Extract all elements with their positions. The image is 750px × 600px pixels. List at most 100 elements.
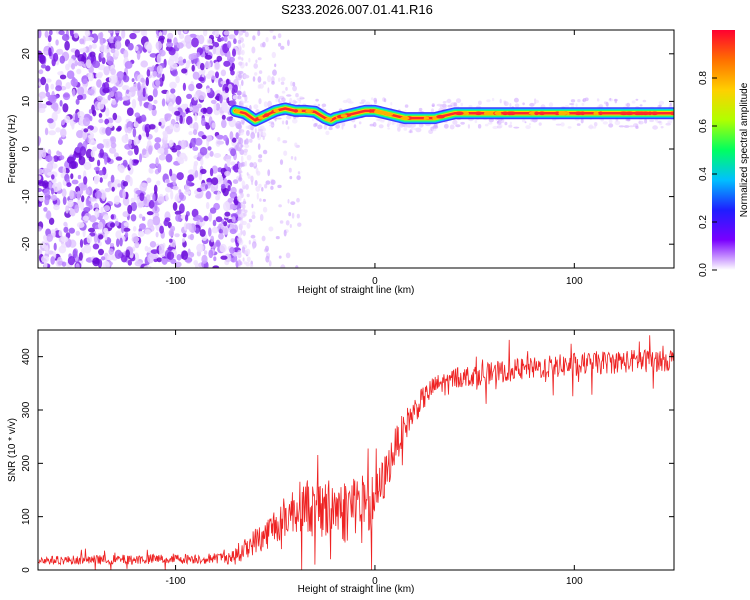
noise-blob bbox=[175, 114, 179, 122]
noise-blob bbox=[169, 81, 177, 89]
colorbar-tick-label: 0.2 bbox=[698, 215, 709, 229]
tone-hotspot bbox=[423, 116, 430, 120]
noise-blob bbox=[204, 46, 210, 51]
noise-blob bbox=[144, 41, 152, 50]
noise-blob bbox=[133, 192, 138, 201]
noise-blob bbox=[167, 32, 174, 40]
halo-blob bbox=[498, 123, 503, 129]
colorbar-tick-label: 0.0 bbox=[698, 263, 709, 277]
noise-blob bbox=[209, 150, 214, 157]
noise-blob bbox=[230, 213, 238, 219]
noise-blob bbox=[206, 88, 211, 94]
noise-blob bbox=[138, 134, 142, 141]
tone-hotspot bbox=[598, 111, 603, 116]
noise-blob bbox=[63, 221, 68, 227]
halo-blob bbox=[477, 124, 482, 129]
noise-blob bbox=[195, 83, 203, 89]
noise-blob bbox=[296, 197, 300, 203]
noise-blob bbox=[261, 187, 264, 192]
noise-blob bbox=[246, 222, 251, 229]
noise-blob bbox=[56, 150, 60, 156]
noise-blob bbox=[200, 168, 207, 174]
noise-blob bbox=[157, 196, 165, 204]
noise-blob bbox=[258, 183, 262, 188]
noise-blob bbox=[148, 103, 153, 111]
noise-blob bbox=[251, 179, 254, 186]
noise-blob bbox=[92, 257, 100, 267]
noise-blob bbox=[106, 254, 114, 261]
noise-blob bbox=[241, 79, 244, 86]
noise-blob bbox=[280, 76, 286, 82]
noise-blob bbox=[89, 51, 96, 58]
noise-blob bbox=[287, 39, 290, 47]
noise-blob bbox=[199, 229, 206, 237]
noise-blob bbox=[245, 62, 248, 67]
noise-blob bbox=[82, 117, 91, 127]
noise-blob bbox=[201, 117, 206, 127]
noise-blob bbox=[198, 77, 205, 82]
noise-blob bbox=[184, 190, 191, 195]
noise-blob bbox=[189, 233, 195, 241]
tone-hotspot bbox=[501, 111, 509, 116]
halo-blob bbox=[629, 125, 634, 128]
halo-blob bbox=[555, 123, 562, 126]
noise-blob bbox=[48, 30, 53, 36]
noise-blob bbox=[232, 95, 240, 100]
noise-blob bbox=[75, 98, 80, 105]
noise-blob bbox=[223, 30, 230, 36]
noise-blob bbox=[84, 30, 91, 37]
noise-blob bbox=[77, 94, 83, 101]
tone-hotspot bbox=[538, 111, 546, 116]
snr-panel: -100 0 100 0 100 200 300 400 Height of straight… bbox=[7, 329, 675, 595]
noise-blob bbox=[142, 87, 146, 98]
noise-blob bbox=[155, 157, 159, 167]
noise-blob bbox=[294, 156, 297, 161]
halo-blob bbox=[514, 103, 520, 108]
noise-blob bbox=[69, 208, 75, 216]
noise-blob bbox=[231, 88, 235, 95]
noise-blob bbox=[126, 89, 130, 95]
noise-blob bbox=[239, 173, 242, 181]
noise-blob bbox=[215, 71, 219, 79]
halo-blob bbox=[570, 99, 576, 103]
noise-blob bbox=[72, 88, 76, 97]
noise-blob bbox=[38, 136, 41, 146]
noise-blob bbox=[292, 85, 297, 92]
noise-blob bbox=[236, 90, 242, 96]
halo-blob bbox=[412, 127, 419, 131]
noise-blob bbox=[123, 222, 130, 227]
halo-blob bbox=[281, 120, 285, 125]
noise-blob bbox=[165, 178, 170, 184]
noise-blob bbox=[223, 201, 230, 212]
noise-blob bbox=[139, 153, 142, 163]
noise-blob bbox=[92, 243, 100, 250]
noise-blob bbox=[44, 127, 49, 136]
noise-blob bbox=[168, 238, 173, 243]
noise-blob bbox=[232, 48, 236, 57]
noise-blob bbox=[179, 192, 184, 201]
noise-blob bbox=[207, 146, 212, 151]
noise-blob bbox=[188, 83, 195, 92]
noise-blob bbox=[82, 47, 87, 52]
halo-blob bbox=[602, 121, 608, 125]
halo-blob bbox=[447, 104, 453, 108]
noise-blob bbox=[257, 158, 263, 163]
noise-blob bbox=[111, 99, 117, 105]
noise-blob bbox=[162, 132, 168, 141]
noise-blob bbox=[237, 252, 242, 259]
noise-blob bbox=[199, 146, 208, 156]
noise-blob bbox=[198, 34, 205, 45]
noise-blob bbox=[272, 69, 277, 76]
halo-blob bbox=[496, 120, 502, 125]
noise-blob bbox=[187, 169, 195, 174]
halo-blob bbox=[298, 99, 302, 104]
noise-blob bbox=[213, 102, 217, 112]
noise-blob bbox=[99, 44, 107, 53]
noise-blob bbox=[243, 74, 247, 79]
noise-blob bbox=[152, 215, 161, 226]
noise-blob bbox=[155, 231, 159, 238]
noise-blob bbox=[82, 215, 89, 221]
noise-blob bbox=[174, 261, 182, 268]
halo-blob bbox=[575, 103, 578, 107]
noise-blob bbox=[129, 177, 133, 187]
